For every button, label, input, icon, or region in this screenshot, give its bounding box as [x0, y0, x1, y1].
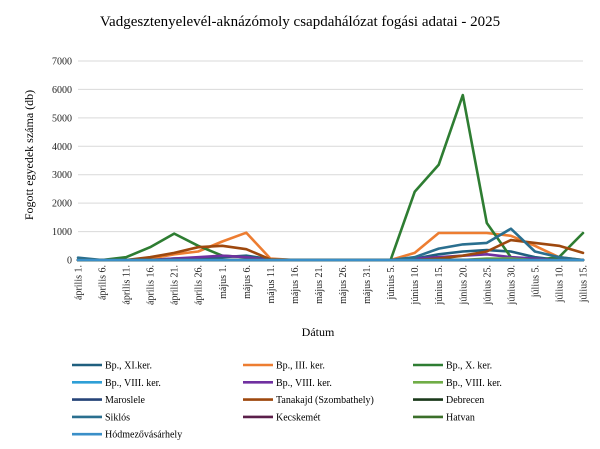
x-tick-label: április 11. [122, 265, 133, 305]
y-tick-label: 2000 [52, 199, 72, 210]
y-tick-label: 7000 [52, 57, 72, 68]
y-tick-label: 4000 [52, 142, 72, 153]
y-tick-label: 0 [67, 256, 72, 267]
x-tick-label: június 10. [410, 265, 421, 305]
legend-label: Siklós [105, 412, 130, 423]
x-tick-label: április 16. [146, 265, 157, 305]
y-tick-label: 5000 [52, 113, 72, 124]
x-tick-label: május 11. [266, 265, 277, 304]
x-tick-label: június 20. [458, 265, 469, 305]
x-tick-label: július 15. [579, 265, 590, 303]
x-tick-label: július 5. [530, 265, 541, 298]
x-tick-label: május 26. [338, 265, 349, 304]
series-lines [76, 93, 585, 262]
x-tick-label: május 21. [314, 265, 325, 304]
y-axis-title: Fogott egyedek száma (db) [22, 90, 36, 220]
legend-label: Kecskemét [276, 412, 321, 423]
legend-label: Maroslele [105, 395, 146, 406]
legend-label: Debrecen [446, 395, 484, 406]
x-tick-label: április 6. [98, 265, 109, 300]
x-tick-label: május 6. [242, 265, 253, 299]
x-axis-ticks: április 1. április 6. április 11. április 1… [74, 265, 590, 305]
legend-label: Bp., VIII. ker. [276, 378, 332, 389]
x-tick-label: június 5. [386, 265, 397, 300]
gridlines [78, 60, 583, 261]
legend-label: Bp., VIII. ker. [105, 378, 161, 389]
x-tick-label: április 1. [74, 265, 85, 300]
x-tick-label: június 30. [506, 265, 517, 305]
x-tick-label: július 10. [554, 265, 565, 303]
legend-label: Bp., XI.ker. [105, 361, 152, 372]
x-tick-label: május 16. [290, 265, 301, 304]
x-tick-label: június 25. [482, 265, 493, 305]
x-tick-label: május 31. [362, 265, 373, 304]
y-tick-label: 3000 [52, 170, 72, 181]
chart-title: Vadgesztenyelevél-aknázómoly csapdahálóz… [100, 14, 500, 30]
legend-label: Tanakajd (Szombathely) [276, 395, 374, 406]
legend: Bp., XI.ker. Bp., III. ker. Bp., X. ker. Bp… [72, 361, 502, 441]
y-tick-label: 6000 [52, 85, 72, 96]
x-tick-label: április 21. [170, 265, 181, 305]
x-tick-label: május 1. [218, 265, 229, 299]
legend-label: Hatvan [446, 412, 475, 423]
x-tick-label: április 26. [194, 265, 205, 305]
x-tick-label: június 15. [434, 265, 445, 305]
x-axis-title: Dátum [302, 325, 335, 339]
legend-label: Bp., VIII. ker. [446, 378, 502, 389]
y-tick-label: 1000 [52, 227, 72, 238]
legend-label: Bp., X. ker. [446, 361, 492, 372]
legend-label: Hódmezővásárhely [105, 430, 182, 441]
y-axis-ticks: 0 1000 2000 3000 4000 5000 6000 7000 [52, 57, 72, 267]
legend-label: Bp., III. ker. [276, 361, 325, 372]
